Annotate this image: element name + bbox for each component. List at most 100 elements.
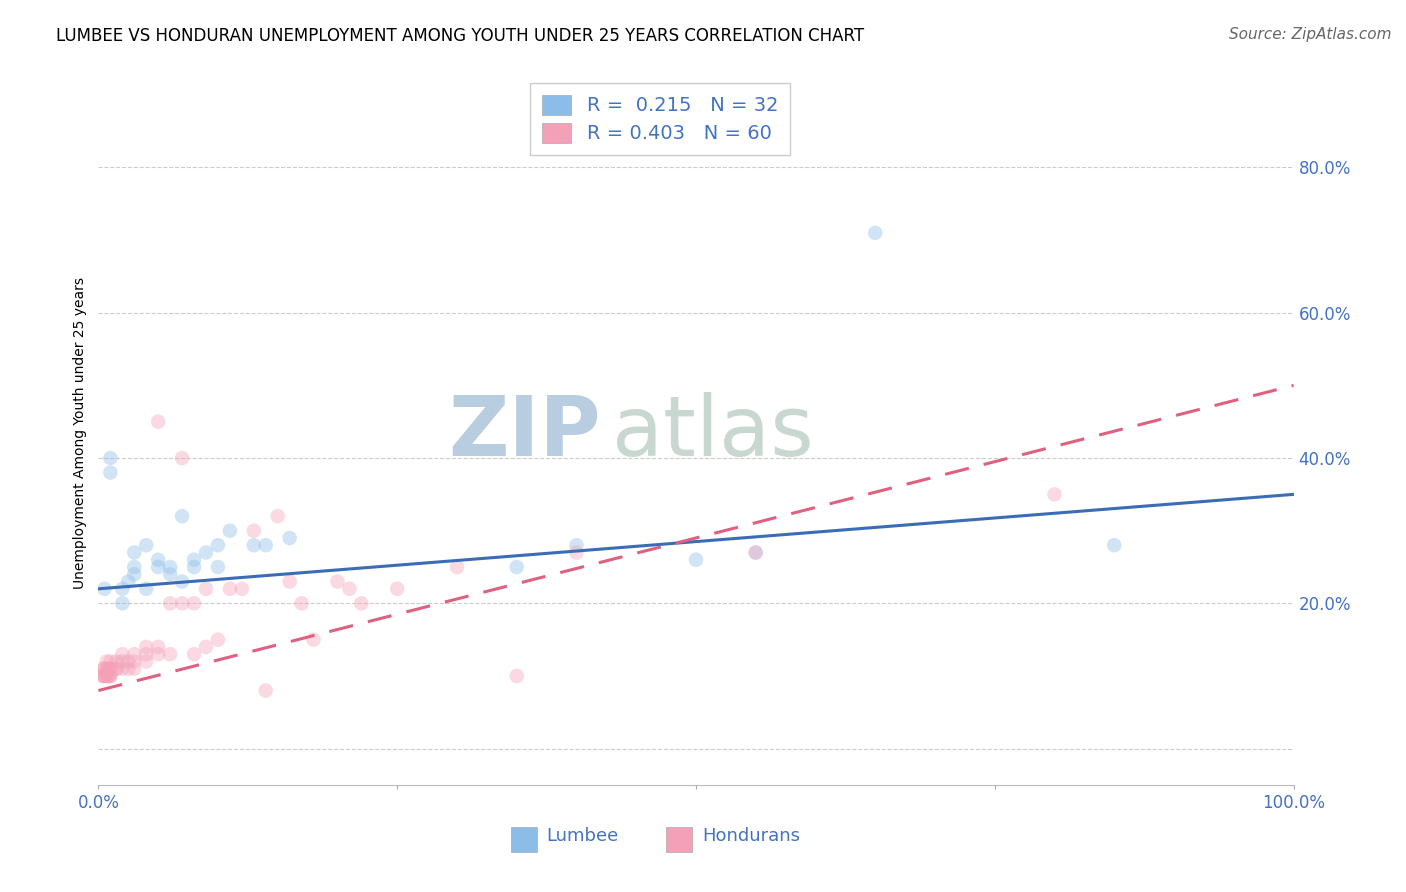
Point xyxy=(148,640,170,654)
Point xyxy=(291,596,314,610)
Point xyxy=(135,640,157,654)
Point xyxy=(159,596,181,610)
Text: Hondurans: Hondurans xyxy=(702,827,800,845)
Point xyxy=(98,466,122,480)
Y-axis label: Unemployment Among Youth under 25 years: Unemployment Among Youth under 25 years xyxy=(73,277,87,589)
Text: atlas: atlas xyxy=(613,392,814,473)
Point xyxy=(219,524,242,538)
Point xyxy=(565,538,588,552)
Point xyxy=(105,655,128,669)
Point xyxy=(172,509,194,524)
Point xyxy=(135,538,157,552)
Point xyxy=(183,553,205,567)
Point xyxy=(111,662,134,676)
Point xyxy=(148,553,170,567)
Point xyxy=(148,415,170,429)
Point xyxy=(124,647,146,661)
FancyBboxPatch shape xyxy=(666,827,692,852)
Point xyxy=(98,451,122,466)
Point xyxy=(124,545,146,559)
Point xyxy=(243,538,266,552)
Point xyxy=(148,647,170,661)
Point xyxy=(207,632,229,647)
Point xyxy=(124,662,146,676)
Point xyxy=(302,632,325,647)
Point xyxy=(685,553,707,567)
Point xyxy=(172,574,194,589)
Point xyxy=(159,567,181,582)
Point xyxy=(745,545,768,559)
Point xyxy=(105,662,128,676)
Point xyxy=(172,451,194,466)
Point xyxy=(195,545,218,559)
Point xyxy=(506,560,529,574)
Point xyxy=(159,560,181,574)
Point xyxy=(93,662,115,676)
Point xyxy=(111,655,134,669)
Point xyxy=(135,655,157,669)
Point xyxy=(1043,487,1066,501)
Point xyxy=(96,669,118,683)
Point xyxy=(96,655,118,669)
Point xyxy=(135,582,157,596)
Point xyxy=(124,560,146,574)
Point xyxy=(94,662,117,676)
Point xyxy=(231,582,253,596)
Point xyxy=(93,582,115,596)
Point xyxy=(254,538,277,552)
Point xyxy=(350,596,373,610)
Point xyxy=(98,669,121,683)
Point xyxy=(183,647,205,661)
Point xyxy=(91,662,114,676)
Point xyxy=(91,669,114,683)
Point xyxy=(183,596,205,610)
Point xyxy=(267,509,290,524)
Point xyxy=(865,226,887,240)
Point xyxy=(111,647,134,661)
Point xyxy=(207,560,229,574)
Point xyxy=(159,647,181,661)
Point xyxy=(93,669,115,683)
Point xyxy=(94,669,117,683)
Point xyxy=(135,647,157,661)
Point xyxy=(207,538,229,552)
FancyBboxPatch shape xyxy=(510,827,537,852)
Point xyxy=(278,531,301,545)
Point xyxy=(385,582,409,596)
Text: ZIP: ZIP xyxy=(449,392,600,473)
Point xyxy=(98,662,121,676)
Point xyxy=(98,669,122,683)
Point xyxy=(98,662,122,676)
Text: Lumbee: Lumbee xyxy=(547,827,619,845)
Point xyxy=(111,582,134,596)
Text: Source: ZipAtlas.com: Source: ZipAtlas.com xyxy=(1229,27,1392,42)
Point xyxy=(195,640,218,654)
Point xyxy=(117,662,139,676)
Point xyxy=(172,596,194,610)
Point xyxy=(124,655,146,669)
Point xyxy=(98,655,122,669)
Point xyxy=(91,669,114,683)
Point xyxy=(446,560,468,574)
Point xyxy=(219,582,242,596)
Point xyxy=(506,669,529,683)
Point xyxy=(105,662,128,676)
Point xyxy=(243,524,266,538)
Point xyxy=(98,669,122,683)
Point xyxy=(148,560,170,574)
Point xyxy=(124,567,146,582)
Point xyxy=(326,574,349,589)
Point xyxy=(278,574,301,589)
Point xyxy=(339,582,361,596)
Point xyxy=(117,574,139,589)
Point xyxy=(111,596,134,610)
Point xyxy=(183,560,205,574)
Legend: R =  0.215   N = 32, R = 0.403   N = 60: R = 0.215 N = 32, R = 0.403 N = 60 xyxy=(530,83,790,155)
Point xyxy=(117,655,139,669)
Point xyxy=(1104,538,1126,552)
Text: LUMBEE VS HONDURAN UNEMPLOYMENT AMONG YOUTH UNDER 25 YEARS CORRELATION CHART: LUMBEE VS HONDURAN UNEMPLOYMENT AMONG YO… xyxy=(56,27,865,45)
Point xyxy=(97,669,120,683)
Point xyxy=(254,683,277,698)
Point xyxy=(565,545,588,559)
Point xyxy=(745,545,768,559)
